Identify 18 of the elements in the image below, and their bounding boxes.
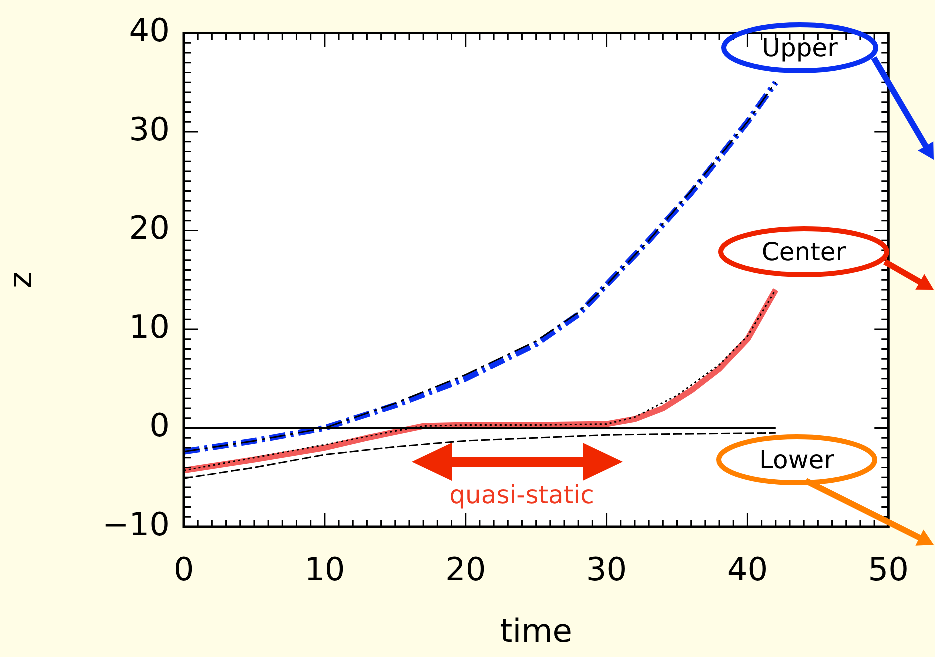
x-axis-title: time [500, 612, 572, 650]
annotation: Center [762, 238, 846, 266]
x-tick-label: 10 [304, 550, 346, 589]
annotation: Lower [760, 446, 834, 474]
y-tick-label: 40 [129, 12, 170, 50]
x-tick-label: 40 [727, 550, 768, 589]
x-tick-label: 50 [868, 550, 909, 589]
y-tick-label: −10 [102, 505, 170, 544]
x-tick-label: 0 [174, 550, 194, 589]
y-tick-label: 20 [129, 209, 170, 248]
x-tick-label: 30 [586, 550, 628, 589]
x-tick-label: 20 [445, 550, 486, 589]
y-tick-label: 0 [150, 406, 170, 445]
y-tick-label: 30 [129, 110, 170, 148]
y-axis-title: z [2, 272, 40, 288]
annotation: Upper [762, 34, 838, 62]
y-tick-label: 10 [129, 308, 170, 346]
annotation: quasi-static [450, 480, 594, 510]
